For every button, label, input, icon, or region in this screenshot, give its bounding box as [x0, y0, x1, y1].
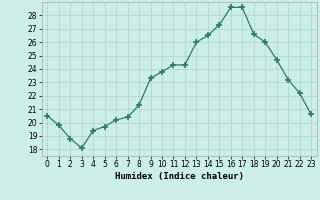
X-axis label: Humidex (Indice chaleur): Humidex (Indice chaleur)	[115, 172, 244, 181]
